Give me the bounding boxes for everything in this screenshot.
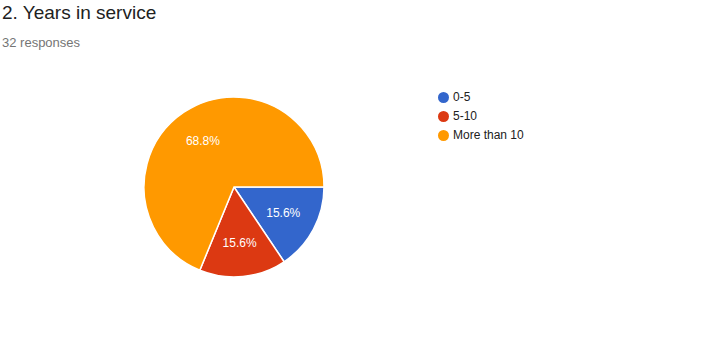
html-text:0-5: 0-5 — [453, 90, 471, 104]
html-text:5-10: 5-10 — [453, 109, 477, 123]
html-text:More than 10: More than 10 — [453, 128, 524, 142]
svg-text:15.6%: 15.6% — [266, 206, 300, 220]
html-text:2. Years in service: 2. Years in service — [2, 2, 157, 23]
svg-text:68.8%: 68.8% — [186, 134, 220, 148]
svg-text:15.6%: 15.6% — [223, 236, 257, 250]
html-text:32 responses: 32 responses — [2, 35, 81, 50]
